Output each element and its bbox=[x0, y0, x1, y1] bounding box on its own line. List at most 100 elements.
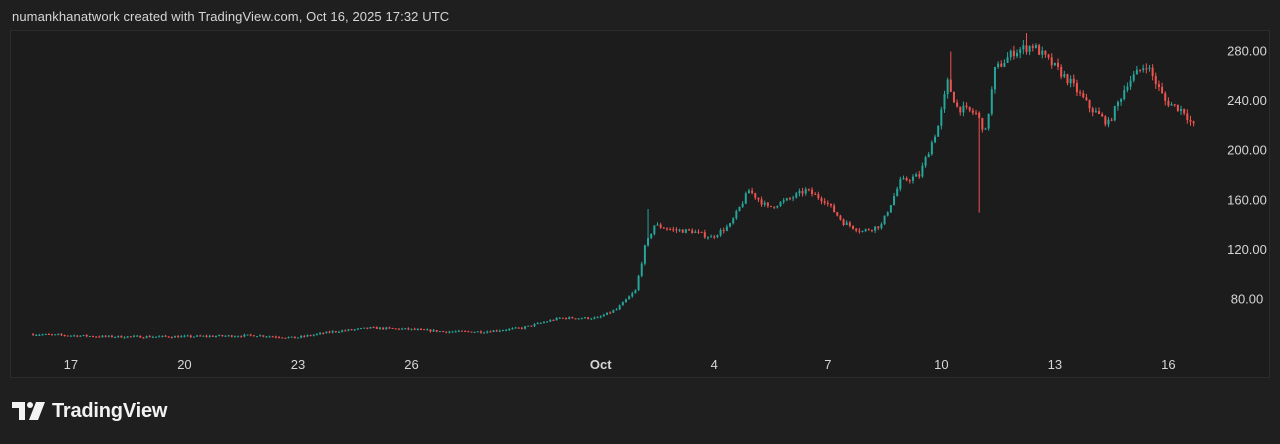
time-tick-label: Oct bbox=[590, 357, 612, 372]
candle bbox=[968, 106, 971, 113]
candle bbox=[1161, 82, 1164, 94]
candle bbox=[145, 335, 148, 339]
candle bbox=[587, 316, 590, 320]
candle bbox=[246, 334, 249, 336]
candle bbox=[498, 329, 501, 333]
candle bbox=[971, 108, 974, 116]
candle bbox=[716, 234, 719, 239]
candle bbox=[1031, 43, 1034, 52]
candle bbox=[747, 188, 750, 194]
candle bbox=[618, 304, 621, 311]
brand-name: TradingView bbox=[52, 399, 168, 422]
candle bbox=[353, 329, 356, 331]
candle bbox=[454, 330, 457, 333]
candle bbox=[350, 328, 353, 331]
candle bbox=[142, 336, 145, 339]
candle bbox=[1003, 59, 1006, 68]
candle bbox=[924, 155, 927, 168]
candle bbox=[85, 334, 88, 338]
chart-panel[interactable]: 80.00 120.00 160.00 200.00 240.00 280.00 17 20… bbox=[10, 30, 1270, 378]
candle bbox=[539, 322, 542, 324]
candle bbox=[889, 204, 892, 213]
candle bbox=[880, 222, 883, 230]
candle bbox=[732, 217, 735, 225]
candle bbox=[770, 205, 773, 208]
candle bbox=[514, 326, 517, 329]
candle bbox=[763, 200, 766, 207]
candle bbox=[1110, 117, 1113, 122]
candle bbox=[268, 335, 271, 338]
candle bbox=[571, 316, 574, 319]
candle bbox=[722, 227, 725, 234]
candle bbox=[1139, 69, 1142, 73]
candle bbox=[1170, 102, 1173, 106]
candle bbox=[943, 90, 946, 113]
candle bbox=[196, 334, 199, 338]
candle bbox=[66, 335, 69, 337]
candle bbox=[1066, 73, 1069, 86]
candle bbox=[700, 231, 703, 233]
time-tick-label: 17 bbox=[64, 357, 78, 372]
candle bbox=[776, 205, 779, 209]
time-tick-label: 26 bbox=[404, 357, 418, 372]
candle bbox=[511, 327, 514, 330]
candle bbox=[782, 197, 785, 205]
candle bbox=[60, 333, 63, 337]
candle bbox=[419, 328, 422, 331]
candle bbox=[1088, 99, 1091, 113]
candle bbox=[47, 333, 50, 335]
price-tick-label: 280.00 bbox=[1227, 44, 1267, 59]
candle bbox=[218, 334, 221, 337]
candle bbox=[265, 335, 268, 338]
candle bbox=[328, 330, 331, 334]
candle bbox=[123, 336, 126, 339]
price-chart[interactable]: 80.00 120.00 160.00 200.00 240.00 280.00 17 20… bbox=[11, 31, 1269, 377]
candle bbox=[706, 236, 709, 240]
candle bbox=[98, 335, 101, 338]
candle bbox=[73, 334, 76, 337]
candle bbox=[300, 335, 303, 339]
candle bbox=[391, 327, 394, 329]
candle bbox=[325, 331, 328, 334]
candle bbox=[360, 327, 363, 330]
candle bbox=[848, 220, 851, 228]
candle bbox=[927, 151, 930, 158]
time-axis[interactable]: 17 20 23 26 Oct 4 7 10 13 16 bbox=[64, 357, 1176, 372]
candle bbox=[363, 327, 366, 329]
candle bbox=[114, 336, 117, 339]
candle bbox=[356, 328, 359, 331]
candle bbox=[1145, 63, 1148, 74]
candle bbox=[464, 330, 467, 333]
chart-credit-text: numankhanatwork created with TradingView… bbox=[12, 9, 450, 24]
tradingview-brand[interactable]: TradingView bbox=[12, 398, 167, 424]
candle bbox=[237, 335, 240, 338]
candle bbox=[44, 333, 47, 335]
candle bbox=[602, 313, 605, 317]
candle bbox=[69, 335, 72, 337]
candle bbox=[183, 334, 186, 338]
candle bbox=[650, 233, 653, 240]
candle bbox=[457, 329, 460, 333]
candle bbox=[836, 211, 839, 217]
candle bbox=[224, 335, 227, 337]
time-tick-label: 20 bbox=[177, 357, 191, 372]
price-axis[interactable]: 80.00 120.00 160.00 200.00 240.00 280.00 bbox=[1227, 44, 1267, 307]
candle bbox=[956, 99, 959, 108]
candle bbox=[369, 326, 372, 329]
candle bbox=[186, 334, 189, 337]
candle bbox=[533, 323, 536, 328]
candle bbox=[804, 187, 807, 196]
candle bbox=[990, 86, 993, 116]
candle bbox=[662, 226, 665, 229]
candle bbox=[905, 176, 908, 182]
candle bbox=[281, 337, 284, 339]
candle bbox=[984, 127, 987, 130]
candle bbox=[962, 101, 965, 117]
candle bbox=[177, 335, 180, 338]
candle bbox=[744, 191, 747, 205]
candle bbox=[1025, 33, 1028, 55]
candle bbox=[899, 176, 902, 192]
candle bbox=[719, 228, 722, 237]
candle bbox=[678, 228, 681, 233]
candle bbox=[921, 162, 924, 178]
